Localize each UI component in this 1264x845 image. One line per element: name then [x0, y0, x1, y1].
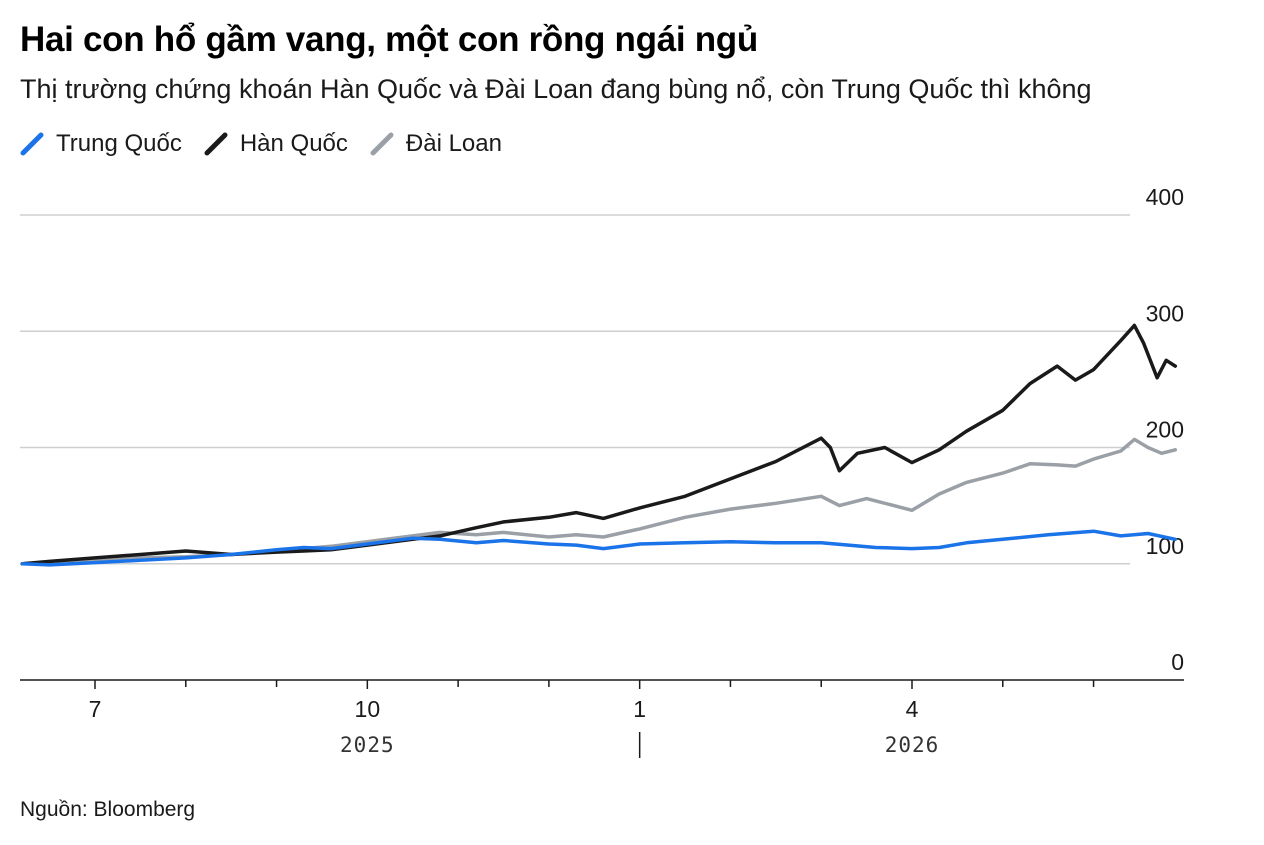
x-tick-label-4: 4: [906, 696, 919, 722]
legend-line-dai-loan: [370, 132, 394, 156]
legend-line-han-quoc: [204, 132, 228, 156]
legend-item-dai-loan: Đài Loan: [370, 130, 502, 158]
y-tick-label-200: 200: [1146, 417, 1184, 443]
legend-swatch-trung-quoc: [20, 132, 44, 156]
legend-line-trung-quoc: [20, 132, 44, 156]
legend-item-trung-quoc: Trung Quốc: [20, 130, 182, 158]
x-tick-label-7: 7: [89, 696, 102, 722]
y-tick-label-400: 400: [1146, 184, 1184, 210]
y-tick-label-300: 300: [1146, 300, 1184, 326]
source-note: Nguồn: Bloomberg: [20, 798, 196, 821]
series-line-trung-quốc: [20, 529, 1178, 567]
series-layer: [20, 323, 1178, 567]
chart-title: Hai con hổ gầm vang, một con rồng ngái n…: [20, 20, 758, 59]
year-label-2025: 2025: [340, 733, 395, 757]
legend-label-han-quoc: Hàn Quốc: [239, 130, 348, 157]
series-line-đài-loan: [20, 437, 1178, 566]
legend-item-han-quoc: Hàn Quốc: [204, 130, 348, 158]
legend-label-trung-quoc: Trung Quốc: [56, 130, 182, 157]
year-label-2026: 2026: [885, 733, 940, 757]
legend-swatch-dai-loan: [370, 132, 394, 156]
chart-subtitle: Thị trường chứng khoán Hàn Quốc và Đài L…: [20, 74, 1092, 104]
series-line-hàn-quốc: [20, 323, 1178, 566]
x-tick-label-1: 1: [633, 696, 646, 722]
x-axis: 7 10 1 4 2025 2026: [20, 679, 1184, 758]
y-tick-label-0: 0: [1171, 649, 1184, 675]
x-tick-label-10: 10: [355, 696, 381, 722]
legend-swatch-han-quoc: [204, 132, 228, 156]
legend-label-dai-loan: Đài Loan: [405, 130, 502, 157]
chart-legend: Trung Quốc Hàn Quốc Đài Loan: [20, 130, 524, 158]
